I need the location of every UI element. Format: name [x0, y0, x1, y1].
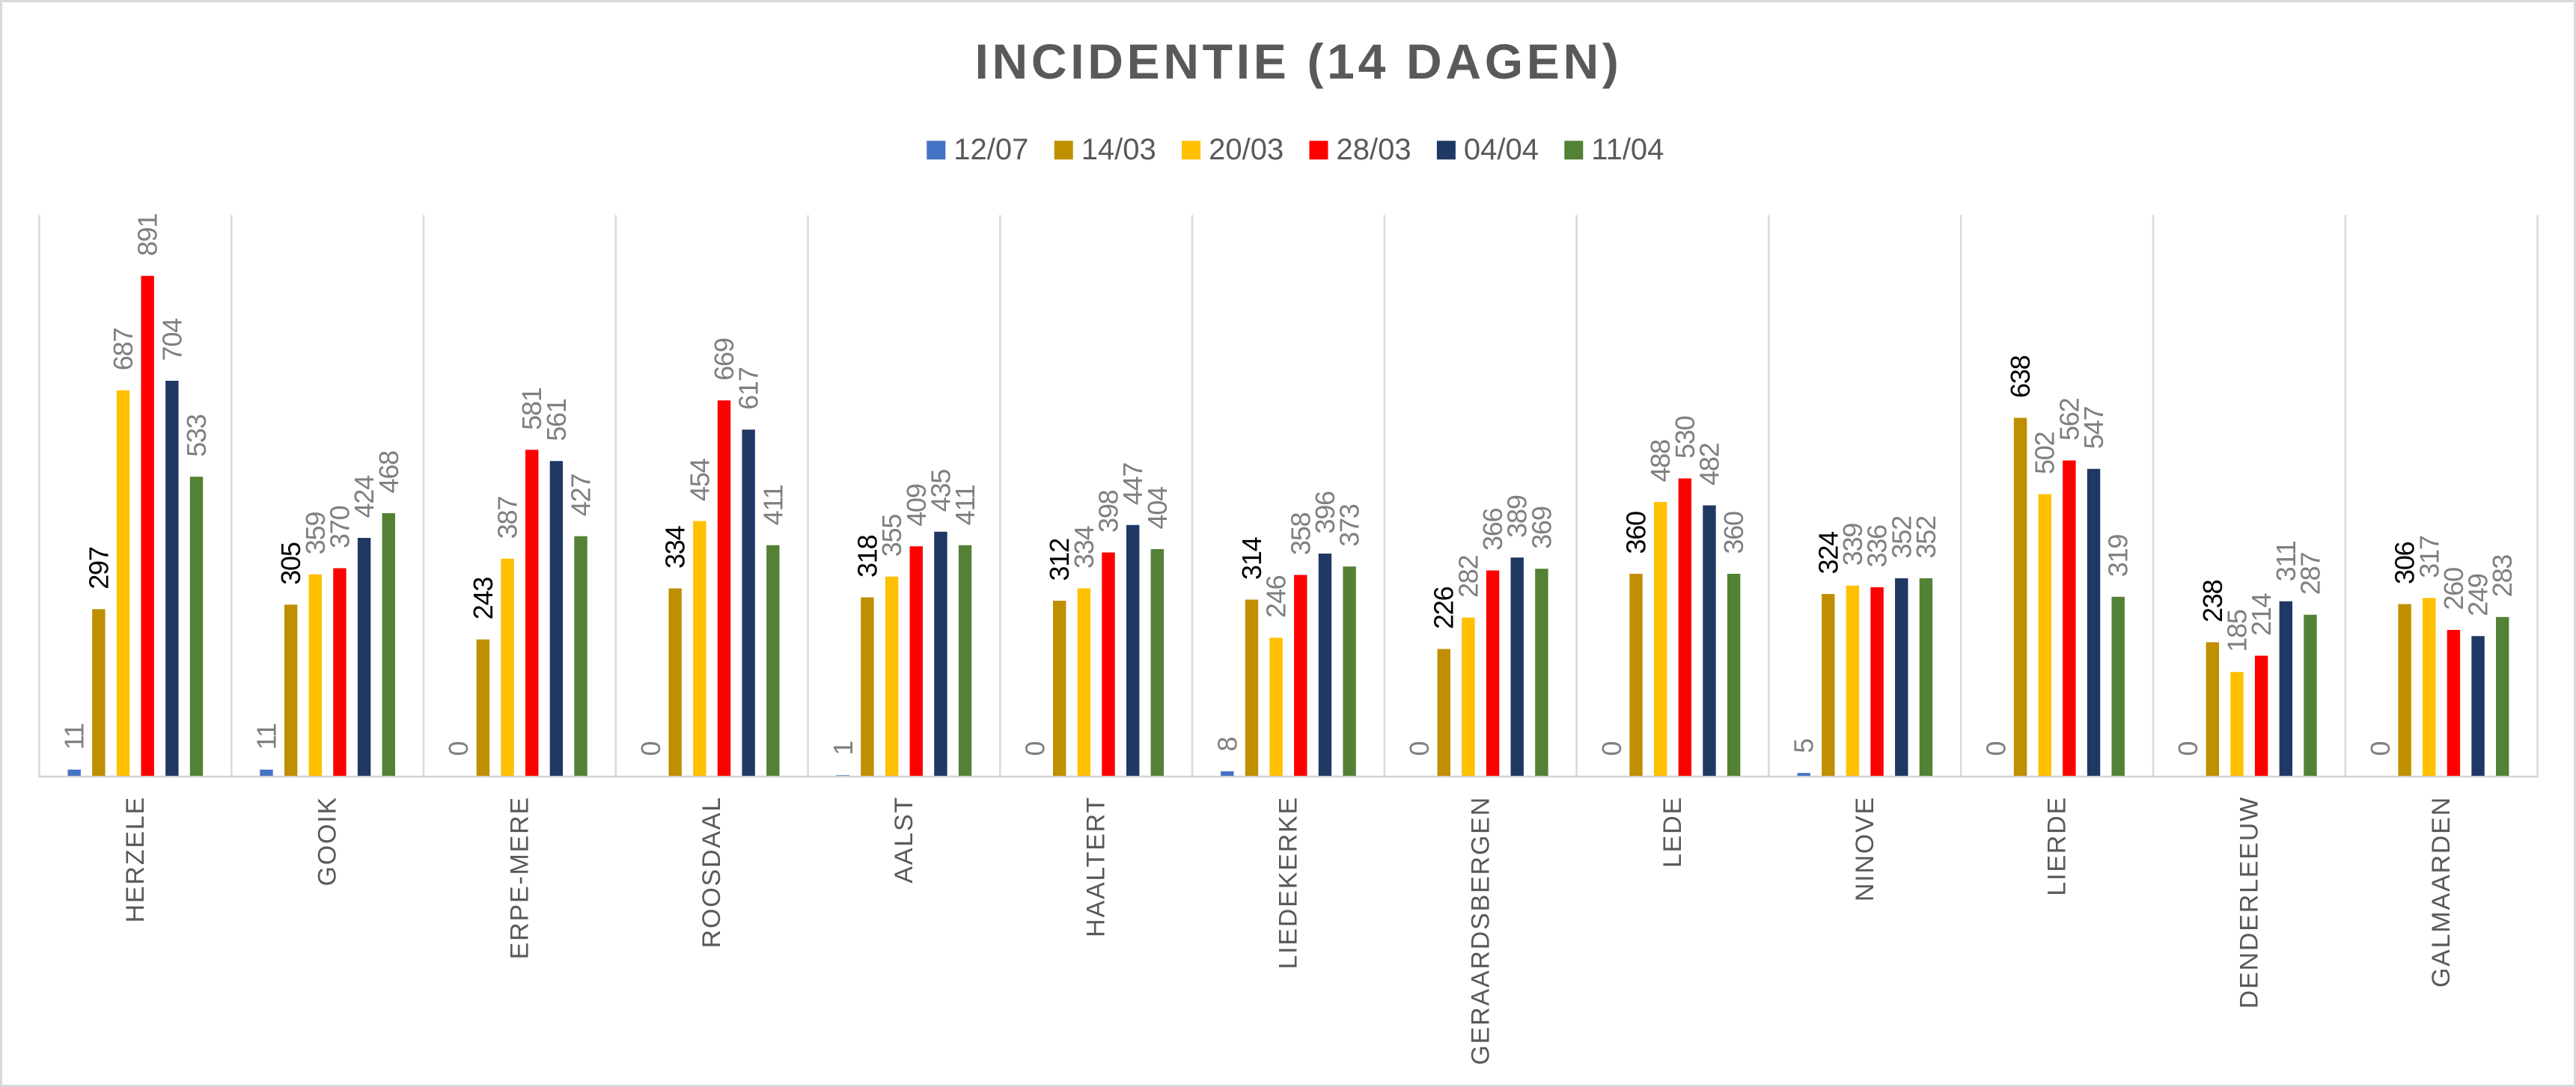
svg-text:8: 8 [1212, 738, 1242, 752]
svg-text:306: 306 [2390, 542, 2420, 584]
svg-text:334: 334 [660, 526, 691, 569]
svg-text:226: 226 [1429, 587, 1459, 629]
svg-text:411: 411 [950, 485, 980, 525]
svg-text:533: 533 [181, 414, 212, 457]
svg-text:0: 0 [635, 742, 666, 756]
svg-text:366: 366 [1477, 508, 1508, 551]
svg-text:389: 389 [1502, 495, 1533, 538]
svg-text:0: 0 [2173, 742, 2203, 756]
svg-text:617: 617 [733, 367, 764, 410]
svg-text:334: 334 [1069, 526, 1099, 569]
svg-text:11: 11 [251, 723, 282, 750]
svg-text:LIEDEKERKE: LIEDEKERKE [1275, 796, 1303, 970]
svg-text:LEDE: LEDE [1658, 796, 1687, 868]
svg-text:GERAARDSBERGEN: GERAARDSBERGEN [1466, 796, 1495, 1065]
svg-text:260: 260 [2438, 568, 2469, 610]
svg-text:243: 243 [468, 578, 498, 620]
svg-text:HERZELE: HERZELE [121, 796, 150, 922]
svg-text:312: 312 [1044, 539, 1075, 581]
svg-text:0: 0 [1020, 742, 1051, 756]
svg-text:249: 249 [2463, 574, 2494, 616]
svg-text:339: 339 [1837, 524, 1868, 566]
svg-text:NINOVE: NINOVE [1851, 796, 1879, 901]
svg-text:214: 214 [2246, 593, 2277, 636]
svg-text:287: 287 [2295, 553, 2326, 595]
svg-text:1: 1 [828, 741, 858, 756]
svg-text:369: 369 [1526, 506, 1557, 549]
svg-text:561: 561 [541, 399, 572, 441]
svg-text:GALMAARDEN: GALMAARDEN [2427, 796, 2456, 988]
svg-text:669: 669 [709, 338, 739, 381]
svg-text:370: 370 [324, 506, 355, 548]
svg-text:ROOSDAAL: ROOSDAAL [698, 796, 726, 948]
svg-text:482: 482 [1694, 443, 1725, 486]
svg-text:DENDERLEEUW: DENDERLEEUW [2235, 796, 2263, 1008]
svg-text:435: 435 [925, 470, 956, 512]
svg-text:0: 0 [443, 742, 474, 756]
svg-text:468: 468 [373, 451, 404, 494]
svg-text:638: 638 [2005, 355, 2036, 398]
svg-text:404: 404 [1142, 487, 1173, 530]
svg-text:581: 581 [516, 388, 547, 430]
svg-text:AALST: AALST [890, 796, 918, 884]
svg-text:359: 359 [300, 512, 331, 555]
svg-text:355: 355 [876, 515, 907, 557]
svg-text:11/04: 11/04 [1591, 133, 1664, 166]
svg-text:0: 0 [1596, 742, 1627, 756]
svg-text:687: 687 [108, 328, 138, 371]
svg-text:314: 314 [1236, 537, 1267, 580]
svg-text:297: 297 [83, 547, 114, 590]
svg-text:185: 185 [2222, 610, 2253, 652]
svg-text:INCIDENTIE (14 DAGEN): INCIDENTIE (14 DAGEN) [974, 34, 1622, 89]
svg-text:305: 305 [275, 542, 306, 585]
svg-text:11: 11 [59, 723, 90, 750]
svg-text:891: 891 [132, 214, 163, 257]
svg-text:319: 319 [2103, 535, 2134, 578]
svg-text:311: 311 [2271, 541, 2301, 581]
svg-text:358: 358 [1285, 512, 1316, 555]
svg-text:238: 238 [2197, 580, 2228, 622]
svg-text:447: 447 [1117, 463, 1148, 506]
svg-text:396: 396 [1310, 492, 1340, 534]
svg-text:246: 246 [1261, 575, 1292, 618]
svg-text:LIERDE: LIERDE [2043, 796, 2072, 896]
svg-text:411: 411 [757, 485, 788, 525]
svg-text:454: 454 [684, 459, 715, 501]
svg-text:427: 427 [566, 474, 596, 517]
svg-text:0: 0 [2365, 742, 2396, 756]
svg-text:409: 409 [901, 484, 932, 527]
svg-text:GOOIK: GOOIK [314, 796, 342, 886]
svg-text:502: 502 [2030, 432, 2060, 474]
svg-text:0: 0 [1980, 742, 2011, 756]
svg-text:20/03: 20/03 [1209, 133, 1284, 166]
svg-text:HAALTERT: HAALTERT [1082, 796, 1111, 937]
svg-text:360: 360 [1621, 512, 1652, 554]
svg-text:387: 387 [492, 497, 523, 539]
svg-text:28/03: 28/03 [1337, 133, 1411, 166]
svg-text:360: 360 [1718, 512, 1749, 554]
svg-text:424: 424 [349, 476, 379, 518]
svg-text:ERPE-MERE: ERPE-MERE [505, 796, 534, 959]
svg-text:352: 352 [1911, 516, 1941, 559]
svg-text:336: 336 [1862, 525, 1893, 568]
svg-text:373: 373 [1334, 504, 1365, 547]
svg-text:12/07: 12/07 [953, 133, 1028, 166]
svg-text:283: 283 [2487, 555, 2518, 598]
svg-text:04/04: 04/04 [1464, 133, 1539, 166]
svg-text:488: 488 [1645, 440, 1676, 483]
svg-text:0: 0 [1404, 742, 1435, 756]
svg-text:324: 324 [1813, 532, 1843, 575]
svg-text:282: 282 [1453, 555, 1483, 598]
svg-text:318: 318 [852, 535, 882, 578]
svg-text:14/03: 14/03 [1081, 133, 1156, 166]
svg-text:704: 704 [156, 319, 187, 361]
svg-text:317: 317 [2414, 536, 2444, 578]
svg-text:398: 398 [1093, 490, 1124, 533]
svg-text:562: 562 [2054, 398, 2084, 441]
svg-text:530: 530 [1670, 416, 1700, 459]
svg-text:352: 352 [1886, 516, 1917, 559]
svg-text:5: 5 [1789, 739, 1819, 753]
svg-text:547: 547 [2078, 407, 2109, 450]
